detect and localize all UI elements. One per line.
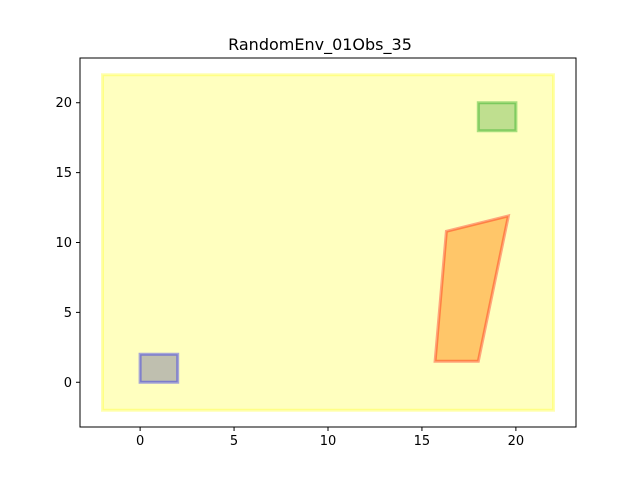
y-tick-label: 5 [64, 306, 72, 321]
x-axis: 0 5 10 15 20 [136, 427, 524, 449]
y-tick-label: 0 [64, 376, 72, 391]
y-tick-label: 20 [55, 96, 72, 111]
y-axis: 0 5 10 15 20 [55, 96, 80, 391]
x-tick-label: 0 [136, 434, 144, 449]
x-tick-label: 10 [320, 434, 337, 449]
x-tick-label: 20 [508, 434, 525, 449]
start-region-polygon [138, 352, 180, 384]
goal-region-polygon [476, 101, 518, 133]
obstacle-polygon [433, 213, 511, 363]
x-tick-label: 5 [230, 434, 238, 449]
y-tick-label: 10 [55, 236, 72, 251]
chart-title: RandomEnv_01Obs_35 [228, 35, 412, 55]
environment-boundary-polygon [101, 73, 555, 412]
plot-polygons [101, 73, 555, 412]
y-tick-label: 15 [55, 166, 72, 181]
x-tick-label: 15 [414, 434, 431, 449]
